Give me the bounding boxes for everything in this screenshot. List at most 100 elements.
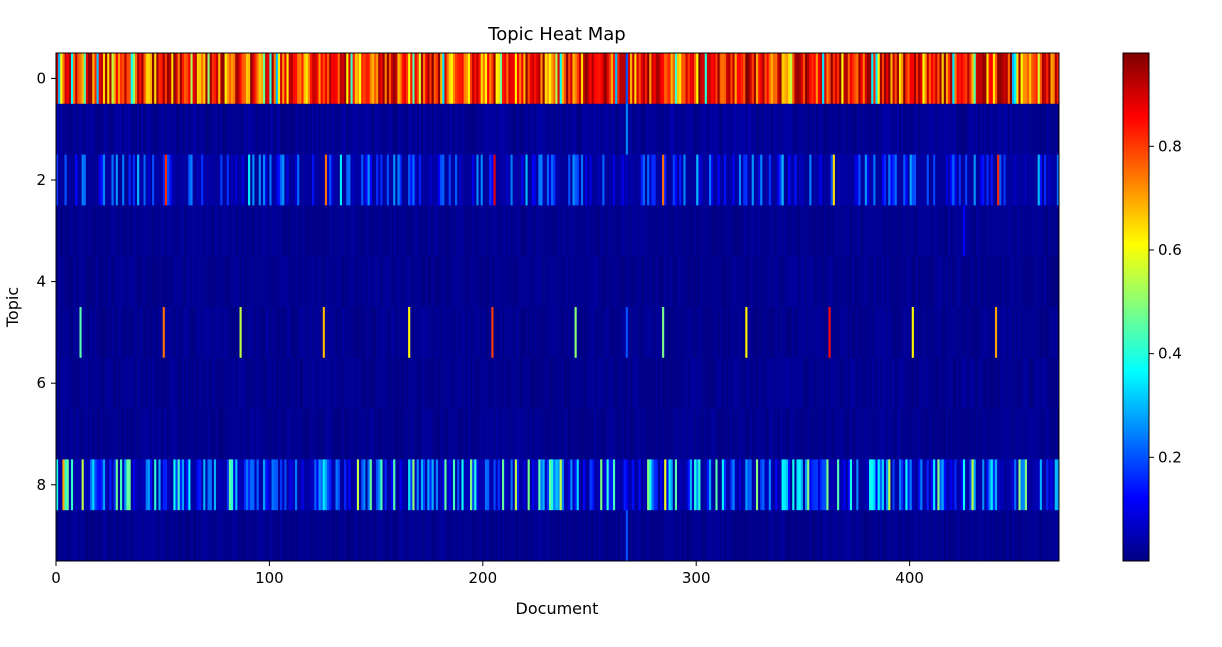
heatmap-cell [916,408,919,460]
heatmap-cell [1037,357,1041,409]
heatmap-cell [1050,307,1053,359]
heatmap-cell [388,408,392,460]
heatmap-cell [309,510,313,562]
heatmap-cell [830,256,834,308]
heatmap-cell [382,53,385,105]
heatmap-cell [1044,256,1047,308]
x-tick-label: 300 [682,569,711,587]
heatmap-cell [495,154,499,206]
heatmap-cell [299,103,302,155]
heatmap-cell [1039,53,1043,105]
heatmap-cell [674,357,678,409]
heatmap-cell [717,256,721,308]
heatmap-cell [534,53,537,105]
heatmap-cell [181,459,185,511]
heatmap-cell [691,459,695,511]
heatmap-cell [529,256,533,308]
heatmap-cell [602,307,605,359]
heatmap-cell [813,103,817,155]
heatmap-cell [822,307,825,359]
heatmap-cell [632,510,635,562]
heatmap-cell [265,510,268,562]
heatmap-cell [798,307,802,359]
heatmap-cell [201,307,204,359]
heatmap-cell [139,307,142,359]
heatmap-cell [653,459,657,511]
heatmap-cell [719,53,723,105]
heatmap-cell [263,256,266,308]
heatmap-cell [670,459,674,511]
heatmap-cell [636,256,639,308]
heatmap-cell [292,357,296,409]
heatmap-cell [702,154,706,206]
heatmap-cell [753,205,757,257]
heatmap-cell [493,307,496,359]
heatmap-cell [561,408,565,460]
heatmap-cell [92,103,95,155]
heatmap-cell [378,205,381,257]
heatmap-cell [623,408,627,460]
heatmap-cell [290,154,294,206]
heatmap-cell [984,408,987,460]
heatmap-cell [393,459,396,511]
heatmap-cell [860,103,864,155]
heatmap-cell [437,307,441,359]
heatmap-cell [826,510,829,562]
heatmap-cell [992,103,996,155]
colorbar-segment [1123,513,1149,516]
heatmap-cell [344,459,347,511]
heatmap-cell [502,154,505,206]
heatmap-cell [130,357,134,409]
heatmap-cell [420,103,424,155]
heatmap-cell [866,408,870,460]
heatmap-cell [393,510,396,562]
heatmap-cell [1026,307,1030,359]
heatmap-cell [420,357,424,409]
heatmap-cell [137,510,140,562]
heatmap-cell [864,154,868,206]
heatmap-cell [546,154,550,206]
heatmap-cell [728,154,731,206]
heatmap-cell [817,510,821,562]
heatmap-cell [839,510,842,562]
heatmap-cell [177,459,181,511]
heatmap-cell [732,103,735,155]
heatmap-cell [623,459,627,511]
heatmap-cell [145,357,149,409]
heatmap-cell [1026,256,1030,308]
heatmap-cell [333,154,336,206]
heatmap-cell [60,357,63,409]
heatmap-cell [314,256,317,308]
heatmap-cell [207,459,211,511]
heatmap-cell [747,307,750,359]
heatmap-cell [755,459,759,511]
heatmap-cell [356,256,360,308]
heatmap-cell [781,510,785,562]
heatmap-cell [1005,510,1009,562]
heatmap-cell [950,307,953,359]
heatmap-cell [1035,256,1039,308]
heatmap-cell [295,205,298,257]
heatmap-cell [943,357,947,409]
heatmap-cell [152,154,155,206]
heatmap-cell [805,154,808,206]
heatmap-cell [958,154,962,206]
heatmap-cell [284,459,287,511]
heatmap-cell [826,53,829,105]
heatmap-cell [760,53,763,105]
heatmap-cell [378,103,381,155]
heatmap-cell [359,154,362,206]
heatmap-cell [209,53,213,105]
heatmap-cell [992,307,996,359]
heatmap-cell [777,53,780,105]
heatmap-cell [299,459,302,511]
heatmap-cell [83,53,87,105]
heatmap-cell [805,408,808,460]
heatmap-cell [337,510,341,562]
heatmap-cell [384,53,388,105]
heatmap-cell [937,459,940,511]
heatmap-cell [871,357,874,409]
heatmap-cell [457,408,460,460]
heatmap-cell [420,53,424,105]
heatmap-cell [984,357,987,409]
